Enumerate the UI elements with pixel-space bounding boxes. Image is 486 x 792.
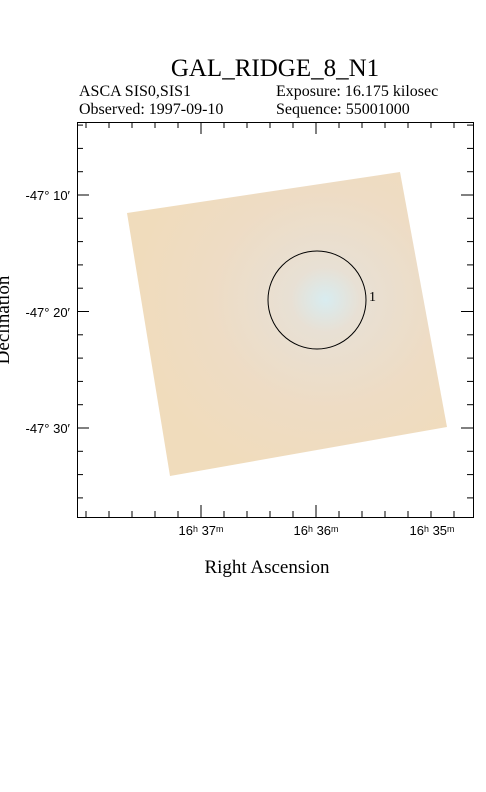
y-tick-label: -47° 30′ <box>26 421 71 436</box>
x-axis-label: Right Ascension <box>204 557 330 578</box>
sequence: Sequence: 55001000 <box>276 101 410 118</box>
y-tick-label: -47° 10′ <box>26 188 71 203</box>
observed: Observed: 1997-09-10 <box>79 101 223 118</box>
ticks: -47° 10′ -47° 20′ -47° 30′ 16ʰ 37ᵐ 16ʰ 36ᵐ 16… <box>26 122 473 538</box>
exposure: Exposure: 16.175 kilosec <box>276 83 438 100</box>
title: GAL_RIDGE_8_N1 <box>171 55 379 82</box>
source-label: 1 <box>369 290 376 305</box>
y-axis-label: Declination <box>0 275 14 364</box>
sky-image <box>127 172 447 476</box>
x-tick-label: 16ʰ 35ᵐ <box>410 523 455 538</box>
y-tick-label: -47° 20′ <box>26 305 71 320</box>
plot-frame <box>77 122 474 518</box>
x-tick-label: 16ʰ 36ᵐ <box>294 523 339 538</box>
instrument: ASCA SIS0,SIS1 <box>79 83 191 100</box>
x-tick-label: 16ʰ 37ᵐ <box>179 523 224 538</box>
source-region <box>267 250 367 350</box>
